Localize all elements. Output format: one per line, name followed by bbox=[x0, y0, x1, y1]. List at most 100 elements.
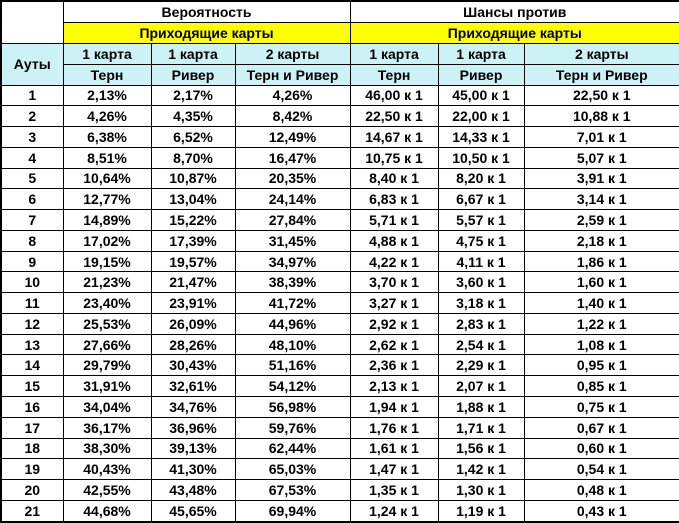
col-header-prob-river: Ривер bbox=[150, 63, 236, 86]
outs-cell: 12 bbox=[0, 312, 64, 335]
odds-turn-river-cell: 0,54 к 1 bbox=[523, 458, 679, 481]
probability-turn-cell: 40,43% bbox=[62, 458, 152, 481]
outs-cell: 6 bbox=[0, 188, 64, 211]
table-row: 4 8,51% 8,70% 16,47% 10,75 к 1 10,50 к 1 5,07 … bbox=[0, 146, 679, 169]
col-header-prob-1card-a: 1 карта bbox=[62, 42, 152, 65]
probability-river-cell: 23,91% bbox=[150, 292, 236, 314]
outs-cell: 2 bbox=[0, 105, 64, 128]
col-header-odds-1card-b: 1 карта bbox=[437, 42, 525, 65]
odds-river-cell: 1,19 к 1 bbox=[437, 499, 525, 523]
outs-cell: 8 bbox=[0, 229, 64, 252]
table-row: 20 42,55% 43,48% 67,53% 1,35 к 1 1,30 к 1 0,48… bbox=[0, 479, 679, 501]
probability-turn-cell: 42,55% bbox=[62, 479, 152, 501]
odds-turn-cell: 1,76 к 1 bbox=[349, 416, 439, 439]
probability-river-cell: 19,57% bbox=[150, 250, 236, 273]
outs-cell: 11 bbox=[0, 292, 64, 314]
odds-turn-cell: 5,71 к 1 bbox=[349, 209, 439, 231]
odds-river-cell: 1,30 к 1 bbox=[437, 479, 525, 501]
outs-cell: 4 bbox=[0, 146, 64, 169]
odds-turn-river-cell: 2,59 к 1 bbox=[523, 209, 679, 231]
odds-turn-river-cell: 3,91 к 1 bbox=[523, 167, 679, 190]
odds-turn-cell: 14,67 к 1 bbox=[349, 126, 439, 148]
probability-turn-river-cell: 34,97% bbox=[234, 250, 351, 273]
odds-river-cell: 1,42 к 1 bbox=[437, 458, 525, 481]
probability-turn-cell: 38,30% bbox=[62, 437, 152, 460]
col-header-prob-turn-river: Терн и Ривер bbox=[234, 63, 351, 86]
probability-river-cell: 13,04% bbox=[150, 188, 236, 211]
outs-cell: 18 bbox=[0, 437, 64, 460]
probability-river-cell: 43,48% bbox=[150, 479, 236, 501]
outs-cell: 15 bbox=[0, 375, 64, 397]
table-row: 16 34,04% 34,76% 56,98% 1,94 к 1 1,88 к 1 0,75… bbox=[0, 395, 679, 418]
probability-turn-river-cell: 62,44% bbox=[234, 437, 351, 460]
odds-turn-river-cell: 5,07 к 1 bbox=[523, 146, 679, 169]
odds-turn-river-cell: 3,14 к 1 bbox=[523, 188, 679, 211]
probability-turn-river-cell: 69,94% bbox=[234, 499, 351, 523]
table-row: 21 44,68% 45,65% 69,94% 1,24 к 1 1,19 к 1 0,43… bbox=[0, 499, 679, 523]
outs-cell: 14 bbox=[0, 354, 64, 377]
probability-river-cell: 10,87% bbox=[150, 167, 236, 190]
corner-cell bbox=[0, 0, 64, 44]
odds-turn-river-cell: 0,75 к 1 bbox=[523, 395, 679, 418]
odds-turn-cell: 2,62 к 1 bbox=[349, 333, 439, 356]
odds-turn-river-cell: 22,50 к 1 bbox=[523, 84, 679, 107]
probability-turn-cell: 19,15% bbox=[62, 250, 152, 273]
probability-turn-cell: 27,66% bbox=[62, 333, 152, 356]
probability-turn-river-cell: 16,47% bbox=[234, 146, 351, 169]
probability-turn-cell: 6,38% bbox=[62, 126, 152, 148]
band-incoming-cards-odds: Приходящие карты bbox=[349, 21, 679, 44]
probability-river-cell: 21,47% bbox=[150, 271, 236, 294]
probability-turn-river-cell: 41,72% bbox=[234, 292, 351, 314]
outs-cell: 5 bbox=[0, 167, 64, 190]
odds-river-cell: 1,71 к 1 bbox=[437, 416, 525, 439]
probability-turn-cell: 25,53% bbox=[62, 312, 152, 335]
probability-river-cell: 2,17% bbox=[150, 84, 236, 107]
probability-turn-river-cell: 38,39% bbox=[234, 271, 351, 294]
col-header-odds-2cards: 2 карты bbox=[523, 42, 679, 65]
table-body: 1 2,13% 2,17% 4,26% 46,00 к 1 45,00 к 1 22,50 … bbox=[0, 84, 679, 523]
odds-turn-cell: 2,92 к 1 bbox=[349, 312, 439, 335]
odds-turn-river-cell: 1,22 к 1 bbox=[523, 312, 679, 335]
probability-turn-cell: 34,04% bbox=[62, 395, 152, 418]
probability-turn-river-cell: 27,84% bbox=[234, 209, 351, 231]
col-header-prob-2cards: 2 карты bbox=[234, 42, 351, 65]
odds-turn-river-cell: 0,85 к 1 bbox=[523, 375, 679, 397]
odds-turn-cell: 8,40 к 1 bbox=[349, 167, 439, 190]
outs-cell: 21 bbox=[0, 499, 64, 523]
probability-turn-river-cell: 65,03% bbox=[234, 458, 351, 481]
outs-cell: 10 bbox=[0, 271, 64, 294]
odds-river-cell: 8,20 к 1 bbox=[437, 167, 525, 190]
probability-turn-river-cell: 54,12% bbox=[234, 375, 351, 397]
outs-cell: 20 bbox=[0, 479, 64, 501]
table-row: 12 25,53% 26,09% 44,96% 2,92 к 1 2,83 к 1 1,22… bbox=[0, 312, 679, 335]
outs-cell: 7 bbox=[0, 209, 64, 231]
odds-turn-river-cell: 0,48 к 1 bbox=[523, 479, 679, 501]
table-row: 19 40,43% 41,30% 65,03% 1,47 к 1 1,42 к 1 0,54… bbox=[0, 458, 679, 481]
odds-turn-cell: 6,83 к 1 bbox=[349, 188, 439, 211]
probability-river-cell: 8,70% bbox=[150, 146, 236, 169]
table-row: 17 36,17% 36,96% 59,76% 1,76 к 1 1,71 к 1 0,67… bbox=[0, 416, 679, 439]
probability-turn-river-cell: 8,42% bbox=[234, 105, 351, 128]
table-row: 9 19,15% 19,57% 34,97% 4,22 к 1 4,11 к 1 1,86 … bbox=[0, 250, 679, 273]
col-header-prob-turn: Терн bbox=[62, 63, 152, 86]
probability-river-cell: 41,30% bbox=[150, 458, 236, 481]
probability-turn-river-cell: 48,10% bbox=[234, 333, 351, 356]
col-header-odds-river: Ривер bbox=[437, 63, 525, 86]
col-header-odds-turn-river: Терн и Ривер bbox=[523, 63, 679, 86]
probability-turn-cell: 17,02% bbox=[62, 229, 152, 252]
probability-turn-cell: 10,64% bbox=[62, 167, 152, 190]
odds-river-cell: 2,29 к 1 bbox=[437, 354, 525, 377]
probability-river-cell: 4,35% bbox=[150, 105, 236, 128]
odds-river-cell: 1,88 к 1 bbox=[437, 395, 525, 418]
section-title-row: Вероятность Шансы против bbox=[0, 0, 679, 44]
odds-river-cell: 22,00 к 1 bbox=[437, 105, 525, 128]
odds-turn-river-cell: 1,86 к 1 bbox=[523, 250, 679, 273]
probability-river-cell: 15,22% bbox=[150, 209, 236, 231]
odds-turn-cell: 1,35 к 1 bbox=[349, 479, 439, 501]
outs-cell: 19 bbox=[0, 458, 64, 481]
probability-river-cell: 28,26% bbox=[150, 333, 236, 356]
probability-turn-river-cell: 56,98% bbox=[234, 395, 351, 418]
odds-turn-river-cell: 2,18 к 1 bbox=[523, 229, 679, 252]
probability-turn-cell: 2,13% bbox=[62, 84, 152, 107]
